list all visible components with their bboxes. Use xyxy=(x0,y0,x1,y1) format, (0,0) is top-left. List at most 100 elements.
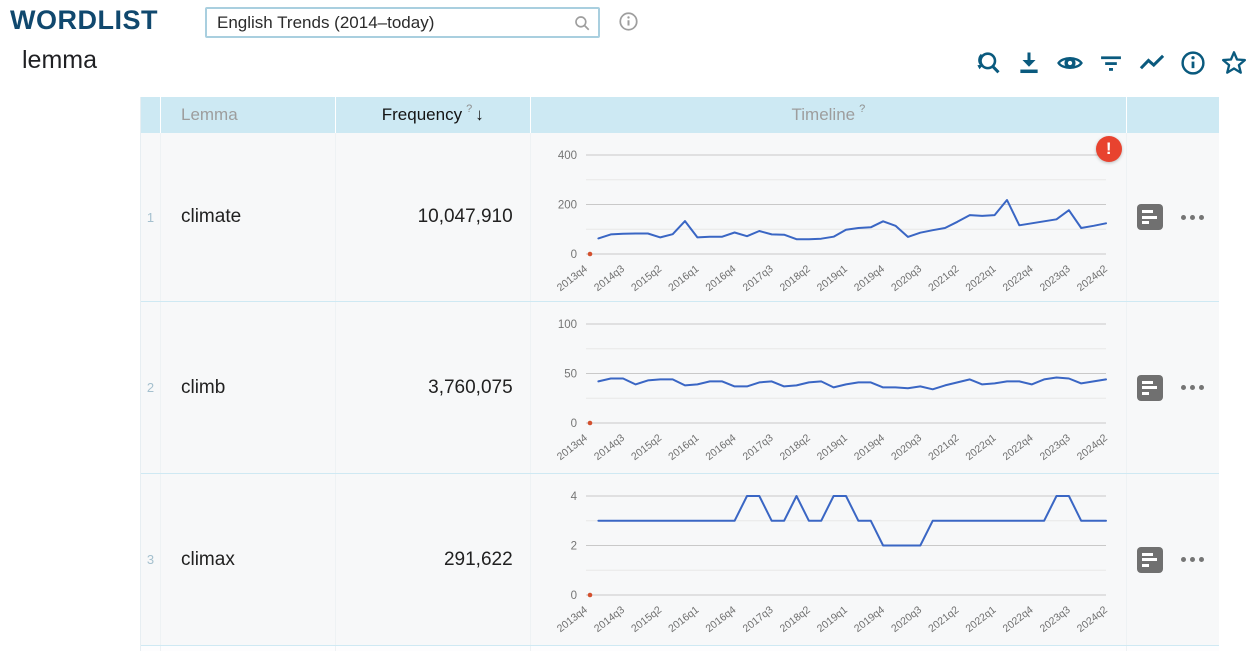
svg-text:2020q3: 2020q3 xyxy=(889,604,924,635)
svg-text:2021q2: 2021q2 xyxy=(926,432,961,463)
table-header: Lemma Frequency ? ↓ Timeline ? xyxy=(141,97,1219,133)
timeline-cell: 0 2 4 2013q4 2014q3 2015q2 2016q1 2016q4 2017q3 2… xyxy=(531,474,1128,646)
svg-text:2023q3: 2023q3 xyxy=(1037,263,1072,294)
frequency-help-icon[interactable]: ? xyxy=(466,103,473,115)
timeline-cell: 0 200 400 2013q4 2014q3 2015q2 2016q1 2016q4 201… xyxy=(531,133,1128,301)
svg-text:100: 100 xyxy=(557,319,576,331)
svg-text:2016q1: 2016q1 xyxy=(666,604,701,635)
filter-icon xyxy=(1097,49,1125,80)
header-number-column xyxy=(141,97,161,133)
svg-text:2018q2: 2018q2 xyxy=(777,432,812,463)
corpus-search-input[interactable] xyxy=(207,12,573,33)
filter-button[interactable] xyxy=(1097,49,1125,80)
view-options-button[interactable] xyxy=(1056,49,1084,80)
more-options-button[interactable] xyxy=(1179,213,1206,222)
results-toolbar xyxy=(974,49,1248,80)
wordlist-table: Lemma Frequency ? ↓ Timeline ? 1 climate… xyxy=(140,97,1219,651)
timeline-chart: 0 50 100 2013q4 2014q3 2015q2 2016q1 2016q4 2017… xyxy=(531,302,1128,474)
svg-text:2023q3: 2023q3 xyxy=(1037,432,1072,463)
search-icon[interactable] xyxy=(573,14,591,32)
timeline-cell: 0 50 100 2013q4 2014q3 2015q2 2016q1 2016q4 2017… xyxy=(531,302,1128,474)
svg-text:2019q1: 2019q1 xyxy=(814,432,849,463)
svg-text:200: 200 xyxy=(557,200,576,212)
favorite-button[interactable] xyxy=(1220,49,1248,80)
svg-text:2024q2: 2024q2 xyxy=(1074,263,1109,294)
svg-text:0: 0 xyxy=(570,590,576,602)
more-options-button[interactable] xyxy=(1179,555,1206,564)
svg-text:2019q1: 2019q1 xyxy=(814,263,849,294)
svg-text:2022q1: 2022q1 xyxy=(963,604,998,635)
svg-text:2016q4: 2016q4 xyxy=(703,432,738,463)
svg-text:2019q4: 2019q4 xyxy=(852,604,887,635)
header-actions-column xyxy=(1127,97,1219,133)
header-lemma[interactable]: Lemma xyxy=(161,97,336,133)
svg-text:2017q3: 2017q3 xyxy=(740,263,775,294)
header-timeline[interactable]: Timeline ? xyxy=(531,97,1128,133)
svg-text:2020q3: 2020q3 xyxy=(889,432,924,463)
svg-text:2023q3: 2023q3 xyxy=(1037,604,1072,635)
page-title: WORDLIST xyxy=(10,5,158,35)
svg-text:2019q1: 2019q1 xyxy=(814,604,849,635)
svg-text:2022q4: 2022q4 xyxy=(1000,604,1035,635)
lemma-link[interactable]: climb xyxy=(180,376,226,398)
corpus-info-icon[interactable] xyxy=(618,11,639,32)
svg-text:2022q1: 2022q1 xyxy=(963,263,998,294)
svg-text:2014q3: 2014q3 xyxy=(592,432,627,463)
svg-text:2: 2 xyxy=(570,541,576,553)
info-button[interactable] xyxy=(1179,49,1207,80)
svg-text:2019q4: 2019q4 xyxy=(852,432,887,463)
row-number: 2 xyxy=(141,302,161,473)
svg-text:2022q4: 2022q4 xyxy=(1000,432,1035,463)
row-number: 3 xyxy=(141,474,161,645)
alert-badge[interactable]: ! xyxy=(1095,136,1122,162)
svg-text:2014q3: 2014q3 xyxy=(592,263,627,294)
table-row: 2 climb 3,760,075 0 50 100 2013q4 2014q3 2015… xyxy=(141,301,1219,473)
svg-text:4: 4 xyxy=(570,491,577,503)
trends-button[interactable] xyxy=(1138,49,1166,80)
svg-text:2024q2: 2024q2 xyxy=(1074,432,1109,463)
frequency-value[interactable]: 291,622 xyxy=(443,548,513,570)
frequency-value[interactable]: 10,047,910 xyxy=(417,206,513,227)
star-icon xyxy=(1220,49,1248,80)
frequency-value[interactable]: 3,760,075 xyxy=(428,376,513,398)
lemma-link[interactable]: climax xyxy=(180,548,235,570)
download-button[interactable] xyxy=(1015,49,1043,80)
svg-text:0: 0 xyxy=(570,418,576,430)
modify-search-button[interactable] xyxy=(974,49,1002,80)
eye-icon xyxy=(1056,49,1084,80)
table-row: 1 climate 10,047,910 0 200 400 2013q4 2014q3… xyxy=(141,133,1219,301)
sort-descending-icon[interactable]: ↓ xyxy=(475,105,484,124)
concordance-button[interactable] xyxy=(1137,204,1164,230)
timeline-chart: 0 200 400 2013q4 2014q3 2015q2 2016q1 2016q4 201… xyxy=(531,133,1128,305)
svg-text:2017q3: 2017q3 xyxy=(740,432,775,463)
lemma-link[interactable]: climate xyxy=(180,206,242,227)
svg-text:2022q4: 2022q4 xyxy=(1000,263,1035,294)
svg-text:2016q1: 2016q1 xyxy=(666,263,701,294)
svg-text:2021q2: 2021q2 xyxy=(926,263,961,294)
table-row: 3 climax 291,622 0 2 4 2013q4 2014q3 2015q2 20… xyxy=(141,473,1219,645)
svg-text:2013q4: 2013q4 xyxy=(554,604,589,635)
next-row-partial xyxy=(141,645,1219,651)
svg-text:2021q2: 2021q2 xyxy=(926,604,961,635)
svg-text:400: 400 xyxy=(557,150,576,162)
row-number: 1 xyxy=(141,133,161,301)
svg-text:2018q2: 2018q2 xyxy=(777,263,812,294)
download-icon xyxy=(1015,49,1043,80)
concordance-button[interactable] xyxy=(1137,546,1164,573)
info-icon xyxy=(1179,49,1207,80)
header-frequency[interactable]: Frequency ? ↓ xyxy=(336,97,531,133)
timeline-help-icon[interactable]: ? xyxy=(859,103,866,115)
svg-text:0: 0 xyxy=(570,249,576,261)
more-options-button[interactable] xyxy=(1179,383,1206,392)
search-redo-icon xyxy=(974,49,1002,80)
concordance-button[interactable] xyxy=(1137,374,1164,401)
trend-line-icon xyxy=(1138,49,1166,80)
corpus-selector[interactable] xyxy=(205,7,600,38)
svg-text:2015q2: 2015q2 xyxy=(629,263,664,294)
timeline-chart: 0 2 4 2013q4 2014q3 2015q2 2016q1 2016q4 2017q3 2… xyxy=(531,474,1128,646)
svg-text:2013q4: 2013q4 xyxy=(554,432,589,463)
svg-text:2024q2: 2024q2 xyxy=(1074,604,1109,635)
wordlist-attribute-label: lemma xyxy=(22,46,98,74)
svg-text:2016q4: 2016q4 xyxy=(703,604,738,635)
